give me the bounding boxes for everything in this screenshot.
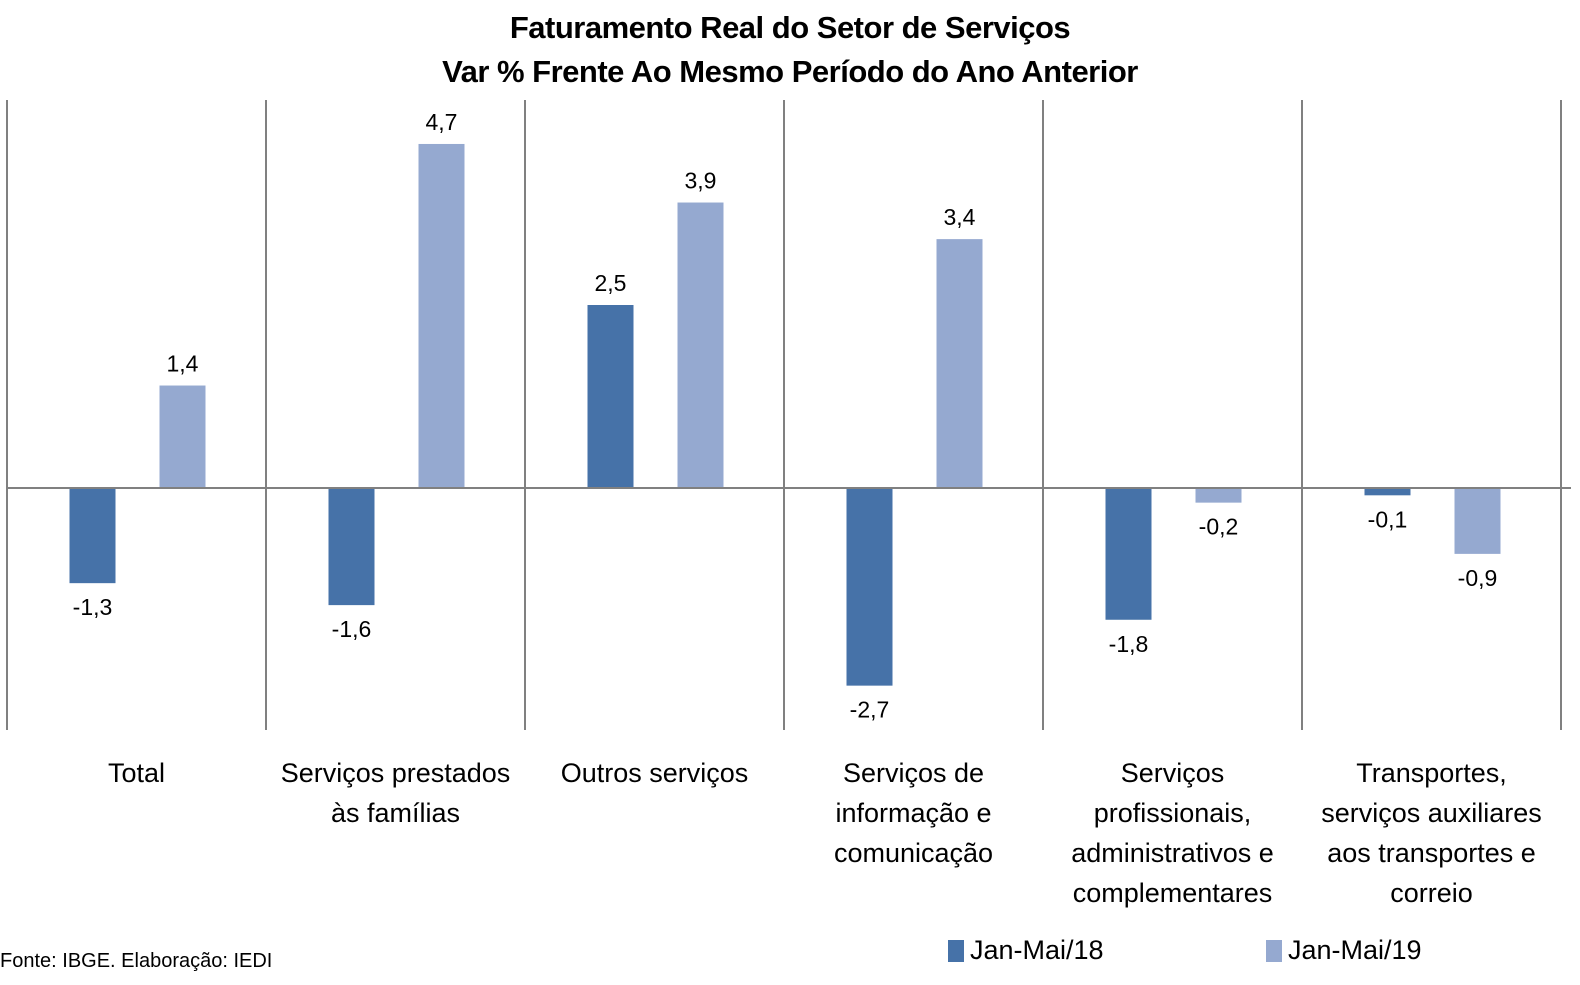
data-label-series-0: -1,6 (332, 616, 372, 642)
category-label: Serviços prestados às famílias (280, 758, 511, 828)
category-label: Total (107, 758, 166, 788)
bar-series-0 (1364, 488, 1411, 496)
legend-label-series-1: Jan-Mai/19 (1288, 935, 1422, 965)
data-label-series-0: -0,1 (1368, 506, 1408, 532)
legend-item-series-0: Jan-Mai/18 (948, 935, 1104, 966)
data-label-series-1: -0,2 (1199, 514, 1239, 540)
bar-series-1 (418, 143, 465, 488)
source-note: Fonte: IBGE. Elaboração: IEDI (0, 950, 273, 972)
chart-title: Faturamento Real do Setor de Serviços (509, 10, 1071, 45)
bar-series-1 (936, 239, 983, 488)
legend-swatch-series-1 (1266, 939, 1282, 962)
legend-item-series-1: Jan-Mai/19 (1266, 935, 1422, 966)
category-label: Transportes, serviços auxiliares aos tra… (1321, 758, 1542, 908)
legend-swatch-series-0 (948, 939, 964, 962)
data-label-series-1: 1,4 (167, 351, 199, 377)
bar-series-0 (587, 305, 634, 488)
data-label-series-0: -2,7 (850, 697, 890, 723)
category-label: Serviços de informação e comunicação (833, 758, 994, 868)
data-label-series-1: 4,7 (426, 109, 458, 135)
data-label-series-1: 3,9 (685, 168, 717, 194)
data-label-series-0: -1,8 (1109, 631, 1149, 657)
data-label-series-0: 2,5 (595, 270, 627, 296)
data-label-series-1: -0,9 (1458, 565, 1498, 591)
bar-series-0 (328, 488, 375, 606)
bar-series-1 (677, 202, 724, 488)
chart-subtitle: Var % Frente Ao Mesmo Período do Ano Ant… (442, 54, 1138, 89)
category-label: Outros serviços (560, 758, 749, 788)
bar-series-1 (159, 385, 206, 488)
bar-series-0 (69, 488, 116, 584)
data-label-series-0: -1,3 (73, 594, 113, 620)
category-label: Serviços profissionais, administrativos … (1071, 758, 1274, 908)
bar-series-1 (1454, 488, 1501, 554)
bar-series-1 (1195, 488, 1242, 503)
legend-label-series-0: Jan-Mai/18 (970, 935, 1104, 965)
bar-series-0 (1105, 488, 1152, 620)
bar-series-0 (846, 488, 893, 686)
data-label-series-1: 3,4 (944, 204, 976, 230)
